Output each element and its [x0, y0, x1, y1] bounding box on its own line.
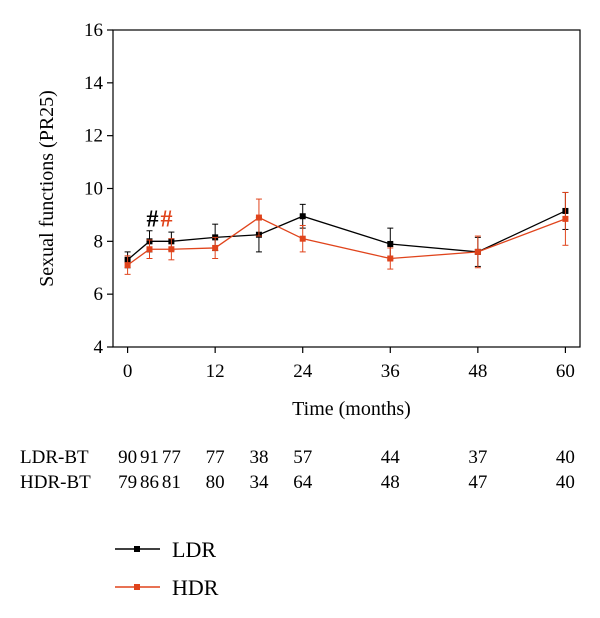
table-cell: 81 [162, 472, 181, 493]
table-cell: 80 [206, 472, 225, 493]
significance-marks: # # [146, 207, 172, 233]
x-tick-label: 60 [556, 361, 575, 382]
x-axis-label: Time (months) [292, 398, 411, 420]
x-tick-label: 24 [293, 361, 313, 382]
legend: LDR HDR [115, 537, 219, 600]
table-cell: 77 [162, 447, 181, 468]
significance-mark: # [160, 207, 172, 233]
table-cell: 40 [556, 472, 575, 493]
x-tick-label: 12 [206, 361, 225, 382]
legend-label: HDR [172, 575, 219, 600]
table-cell: 34 [249, 472, 269, 493]
table-row-label: HDR-BT [20, 472, 91, 493]
table-cell: 77 [206, 447, 225, 468]
y-tick-label: 6 [94, 284, 104, 305]
series-line [127, 210, 566, 261]
data-point [299, 235, 306, 242]
table-row-label: LDR-BT [20, 447, 89, 468]
series-layer [124, 191, 569, 275]
series-hdr [124, 191, 569, 275]
y-tick-label: 8 [94, 231, 104, 252]
x-tick-label: 48 [468, 361, 487, 382]
table-cell: 48 [381, 472, 400, 493]
table-cell: 90 [118, 447, 137, 468]
table-cell: 38 [249, 447, 268, 468]
significance-mark: # [146, 207, 158, 233]
x-tick-label: 36 [381, 361, 400, 382]
y-tick-label: 4 [94, 337, 104, 358]
data-point [255, 214, 262, 221]
y-tick-label: 16 [84, 20, 103, 41]
table-cell: 57 [293, 447, 312, 468]
table-cell: 64 [293, 472, 313, 493]
data-point [387, 240, 394, 247]
legend-marker [134, 584, 140, 590]
plot-area: 4 6 8 10 12 14 16 0 12 24 36 48 60 # # [84, 20, 581, 382]
table-cell: 44 [381, 447, 401, 468]
y-tick-label: 12 [84, 126, 103, 147]
data-point [299, 213, 306, 220]
table-cell: 37 [468, 447, 487, 468]
data-point [562, 215, 569, 222]
x-axis: 0 12 24 36 48 60 [123, 347, 575, 382]
data-point [212, 244, 219, 251]
data-point [474, 248, 481, 255]
table-cell: 47 [468, 472, 487, 493]
table-cell: 40 [556, 447, 575, 468]
data-point [146, 246, 153, 253]
series-ldr [124, 191, 569, 269]
y-axis-label: Sexual functions (PR25) [36, 90, 58, 287]
data-point [124, 262, 131, 269]
table-cell: 79 [118, 472, 137, 493]
plot-frame [112, 29, 581, 348]
data-point [387, 255, 394, 262]
legend-label: LDR [172, 537, 216, 562]
x-tick-label: 0 [123, 361, 133, 382]
table-cell: 86 [140, 472, 159, 493]
y-tick-label: 10 [84, 179, 103, 200]
table-cell: 91 [140, 447, 159, 468]
y-tick-label: 14 [84, 73, 104, 94]
legend-marker [134, 546, 140, 552]
data-point [168, 246, 175, 253]
y-axis: 4 6 8 10 12 14 16 [84, 20, 113, 358]
